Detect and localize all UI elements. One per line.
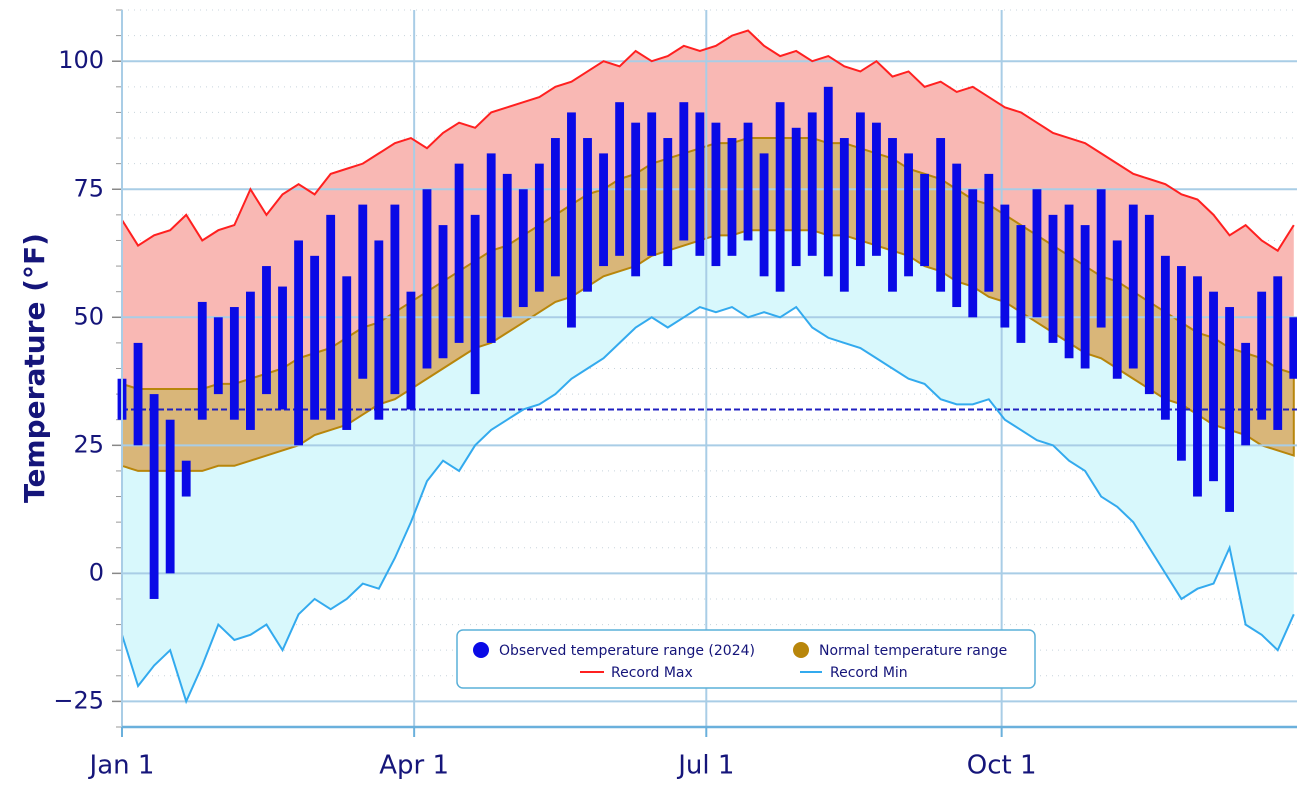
observed-bar [470, 214, 480, 395]
observed-bar [839, 138, 849, 292]
observed-bar [599, 153, 608, 267]
observed-bar [968, 189, 978, 318]
observed-bar [422, 189, 432, 369]
observed-bar [181, 460, 191, 497]
legend-box [456, 629, 1036, 689]
observed-bar [390, 204, 400, 395]
observed-bar [1000, 204, 1010, 328]
observed-bar [727, 138, 737, 256]
observed-bar [438, 225, 448, 359]
observed-bar [1096, 189, 1106, 328]
observed-bar [294, 240, 303, 446]
x-tick-label: Jan 1 [88, 751, 155, 781]
observed-bar [615, 102, 625, 256]
observed-bar [1193, 276, 1202, 497]
observed-bar [936, 138, 946, 292]
y-tick-label: 50 [73, 302, 104, 330]
observed-bar [647, 112, 657, 256]
observed-bar [1241, 342, 1251, 446]
observed-bar [952, 163, 962, 308]
observed-bar [743, 122, 753, 241]
observed-bar [246, 291, 255, 430]
legend-label: Observed temperature range (2024) [499, 643, 755, 659]
observed-bar [374, 240, 384, 420]
x-tick-label: Oct 1 [967, 751, 1037, 781]
legend-label: Normal temperature range [819, 643, 1007, 659]
observed-bar [807, 112, 817, 256]
observed-bar [550, 138, 560, 277]
record-line [121, 29, 1295, 253]
legend-label: Record Max [611, 665, 693, 681]
observed-bar [1225, 307, 1234, 512]
legend-marker [473, 642, 489, 658]
observed-bar [326, 214, 336, 420]
legend-marker [793, 642, 809, 658]
observed-bar [583, 138, 592, 292]
observed-bar [888, 138, 897, 292]
observed-bar [791, 127, 801, 267]
observed-bar [1289, 317, 1297, 379]
observed-bar [711, 122, 721, 267]
observed-bar [904, 153, 913, 277]
y-tick-label: 75 [73, 174, 104, 202]
observed-bar [197, 301, 207, 420]
y-tick-label: −25 [53, 686, 104, 714]
observed-bar [486, 153, 496, 343]
legend-label: Record Min [830, 665, 908, 681]
record-line [121, 305, 1295, 705]
observed-bar [149, 394, 159, 599]
observed-bar [502, 173, 512, 318]
observed-bar [775, 102, 785, 292]
observed-bar [1064, 204, 1074, 359]
observed-bar [165, 419, 175, 574]
observed-bar [1080, 225, 1090, 369]
observed-bar [872, 122, 881, 256]
observed-bar [1177, 266, 1186, 461]
observed-bar [1048, 214, 1058, 343]
observed-bar [229, 307, 239, 420]
observed-bar [1257, 291, 1267, 420]
observed-bar [406, 291, 416, 410]
observed-bar [759, 153, 769, 277]
plot-area [112, 9, 1297, 737]
observed-bar [133, 342, 143, 446]
observed-bar [695, 112, 705, 256]
observed-bar [262, 266, 271, 395]
observed-bar [823, 86, 833, 277]
observed-bar [679, 102, 689, 241]
observed-bar [663, 138, 673, 267]
observed-bar [567, 112, 576, 328]
y-tick-label: 0 [89, 558, 104, 586]
observed-bar [1112, 240, 1122, 379]
observed-bar [454, 163, 464, 343]
y-tick-label: 100 [58, 46, 104, 74]
observed-bar [342, 276, 352, 430]
legend: Observed temperature range (2024) Normal … [456, 629, 1036, 689]
observed-bar [278, 286, 287, 410]
observed-bar [1160, 255, 1170, 420]
y-tick-label: 25 [73, 430, 104, 458]
observed-bar [631, 122, 641, 277]
observed-bar [518, 189, 528, 308]
observed-bar [1144, 214, 1154, 395]
y-axis-label: Temperature (°F) [18, 233, 51, 503]
observed-bar [1273, 276, 1283, 430]
observed-bar [1128, 204, 1138, 369]
x-tick-label: Jul 1 [676, 751, 734, 781]
observed-bar [1016, 225, 1026, 343]
observed-bar [1032, 189, 1042, 318]
observed-bar [984, 173, 994, 292]
observed-bar [358, 204, 368, 379]
observed-bar [213, 317, 223, 395]
observed-bar [534, 163, 544, 292]
observed-bar [855, 112, 865, 267]
observed-bar [920, 173, 930, 267]
x-tick-label: Apr 1 [379, 751, 449, 781]
observed-bar [1209, 291, 1218, 482]
observed-bar [310, 255, 320, 420]
